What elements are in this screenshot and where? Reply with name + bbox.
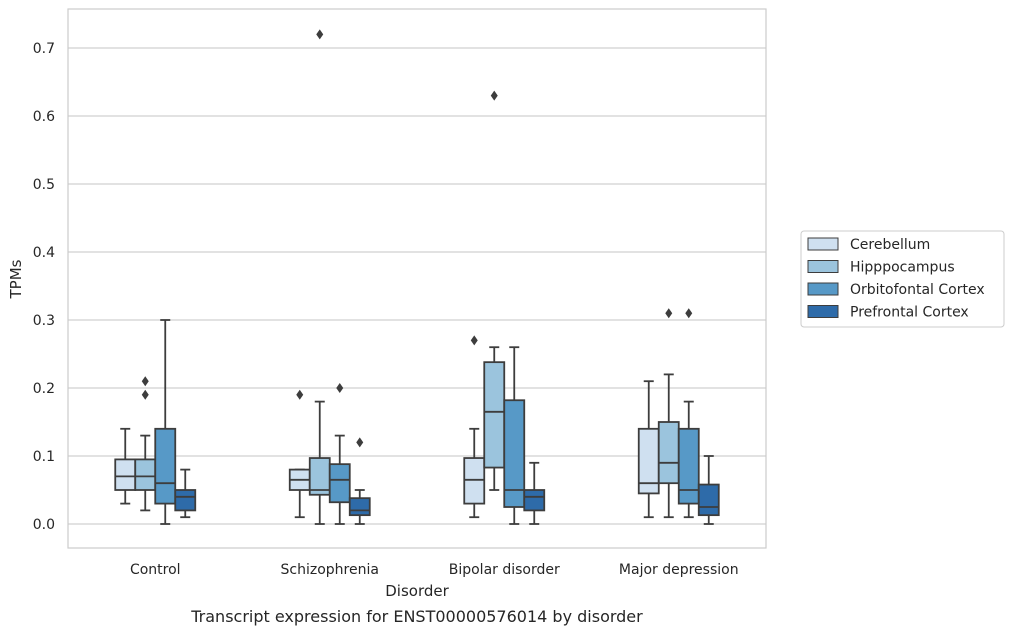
box-prefrontal-cortex: [523, 461, 546, 525]
box-orbitofontal-cortex: [503, 346, 526, 525]
outlier-marker: [665, 308, 673, 319]
chart-caption: Transcript expression for ENST0000057601…: [190, 607, 643, 626]
legend-frame: [800, 230, 1005, 328]
outlier-marker: [316, 29, 324, 40]
box-body: [348, 497, 371, 517]
outlier-marker: [296, 389, 304, 400]
box-body: [657, 421, 680, 485]
y-tick-label: 0.5: [33, 177, 55, 193]
box-body: [697, 483, 720, 517]
box-orbitofontal-cortex: [154, 319, 177, 525]
box-body: [523, 489, 546, 512]
box-body: [174, 489, 197, 512]
box-hipppocampus: [483, 90, 506, 491]
y-tick-label: 0.1: [33, 449, 55, 465]
y-axis-label: TPMs: [7, 259, 25, 299]
plot-frame: [67, 8, 767, 549]
box-cerebellum: [637, 380, 660, 519]
box-body: [154, 427, 177, 505]
legend-label: Cerebellum: [850, 237, 930, 253]
box-body: [483, 361, 506, 469]
box-cerebellum: [463, 335, 486, 519]
x-tick-label: Bipolar disorder: [449, 562, 560, 578]
y-axis-ticks: 0.0 0.1 0.2 0.3 0.4 0.5 0.6 0.7: [33, 41, 55, 533]
box-prefrontal-cortex: [174, 468, 197, 519]
box-cerebellum: [288, 389, 311, 519]
outlier-marker: [490, 90, 498, 101]
y-tick-label: 0.0: [33, 517, 55, 533]
y-tick-label: 0.2: [33, 381, 55, 397]
box-body: [114, 458, 137, 491]
outlier-marker: [141, 376, 149, 387]
box-orbitofontal-cortex: [677, 308, 700, 519]
y-tick-label: 0.6: [33, 109, 55, 125]
box-body: [463, 457, 486, 505]
legend-swatch: [807, 282, 839, 296]
x-axis-ticks: Control Schizophrenia Bipolar disorder Majo…: [130, 562, 739, 578]
legend-label: Prefrontal Cortex: [850, 305, 969, 321]
box-hipppocampus: [308, 29, 331, 525]
x-tick-label: Control: [130, 562, 181, 578]
x-axis-label: Disorder: [385, 582, 449, 600]
outlier-marker: [356, 437, 364, 448]
box-prefrontal-cortex: [697, 455, 720, 525]
legend-swatch: [807, 237, 839, 251]
outlier-marker: [336, 383, 344, 393]
outlier-marker: [141, 389, 149, 400]
box-hipppocampus: [657, 308, 680, 519]
box-body: [503, 399, 526, 508]
gridlines: [68, 47, 766, 525]
x-tick-label: Schizophrenia: [281, 562, 379, 578]
legend: Cerebellum Hipppocampus Orbitofontal Corte…: [800, 230, 1005, 328]
box-hipppocampus: [134, 376, 157, 512]
x-tick-label: Major depression: [619, 562, 739, 578]
box-body: [328, 463, 351, 504]
y-tick-label: 0.7: [33, 41, 55, 57]
y-tick-label: 0.4: [33, 245, 55, 261]
box-prefrontal-cortex: [348, 437, 371, 525]
y-tick-label: 0.3: [33, 313, 55, 329]
boxes: [114, 29, 720, 525]
box-orbitofontal-cortex: [328, 383, 351, 525]
box-body: [134, 458, 157, 491]
legend-label: Hipppocampus: [850, 260, 955, 276]
legend-swatch: [807, 305, 839, 318]
legend-label: Orbitofontal Cortex: [850, 282, 985, 298]
outlier-marker: [685, 308, 693, 319]
outlier-marker: [470, 335, 478, 346]
box-body: [677, 427, 700, 505]
box-cerebellum: [114, 427, 137, 505]
legend-swatch: [807, 260, 839, 273]
